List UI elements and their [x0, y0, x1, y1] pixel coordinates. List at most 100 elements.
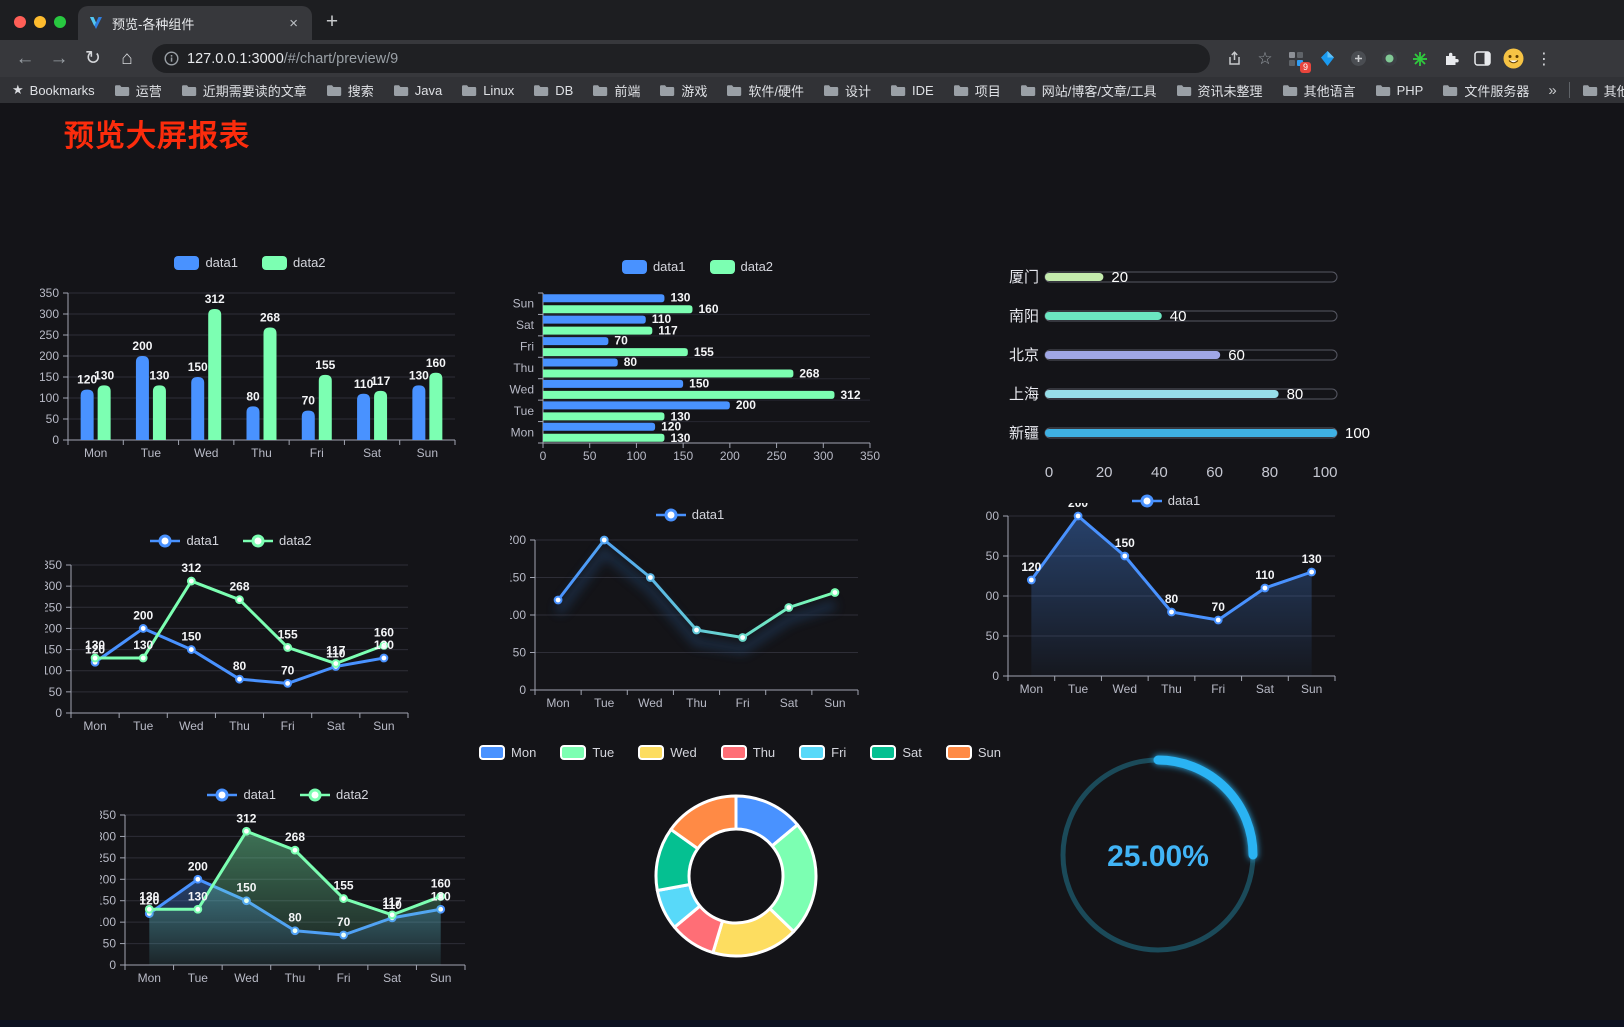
back-icon[interactable]: ←	[15, 47, 35, 69]
svg-text:160: 160	[374, 625, 394, 639]
bookmark-folder[interactable]: 前端	[592, 81, 640, 100]
svg-text:130: 130	[188, 889, 208, 903]
bookmark-folder[interactable]: DB	[533, 81, 573, 100]
legend-item[interactable]: Wed	[638, 745, 697, 760]
kebab-menu-icon[interactable]: ⋮	[1536, 50, 1552, 68]
traffic-light-close[interactable]	[14, 16, 26, 28]
legend-item[interactable]: data2	[262, 255, 326, 270]
bookmarks-home[interactable]: ★ Bookmarks	[12, 82, 95, 98]
bookmark-folder[interactable]: 项目	[953, 81, 1001, 100]
bookmark-folder[interactable]: 资讯未整理	[1176, 81, 1263, 100]
gauge-chart[interactable]: 25.00%	[1046, 745, 1270, 969]
extension-grid-icon[interactable]: 9	[1284, 47, 1311, 73]
svg-text:200: 200	[40, 349, 59, 363]
progress-bar-chart[interactable]: 厦门 20 南阳 40 北京 60 上海 80 新疆 100 0 20 40 60 80 100	[995, 263, 1375, 483]
legend-item[interactable]: data1	[174, 255, 238, 270]
svg-text:50: 50	[986, 629, 1000, 643]
svg-text:150: 150	[673, 449, 693, 463]
legend-item[interactable]: data1	[1131, 493, 1200, 508]
legend-item[interactable]: data1	[621, 259, 686, 274]
folder-icon	[593, 84, 608, 96]
svg-text:50: 50	[103, 937, 117, 951]
home-icon[interactable]: ⌂	[121, 47, 133, 69]
green-dot-extension-icon[interactable]	[1377, 47, 1401, 71]
legend-item[interactable]: Tue	[560, 745, 614, 760]
bookmark-folder[interactable]: 搜索	[326, 81, 374, 100]
green-star-extension-icon[interactable]	[1408, 47, 1432, 71]
tab-strip: 预览-各种组件 × +	[0, 0, 1624, 40]
two-series-area-chart[interactable]: data1 data2 0 50 100 150 200 250 300 350 Mon Tue Wed…	[100, 779, 476, 993]
bookmark-folder[interactable]: Linux	[461, 81, 514, 100]
bookmark-folder[interactable]: 网站/博客/文章/工具	[1020, 81, 1157, 100]
folder-icon	[534, 84, 549, 96]
legend-item[interactable]: data1	[150, 533, 219, 548]
area-line-chart[interactable]: data1 0 50 100 150 200 Mon Tue Wed Thu Fri Sat Sun 12…	[985, 489, 1347, 699]
bookmark-folder[interactable]: 游戏	[659, 81, 707, 100]
kite-extension-icon[interactable]	[1315, 47, 1339, 71]
svg-text:300: 300	[45, 579, 62, 593]
svg-text:80: 80	[233, 659, 247, 673]
bookmark-folder[interactable]: 文件服务器	[1442, 81, 1529, 100]
browser-toolbar: ← → ↻ ⌂ 127.0.0.1:3000/#/chart/preview/9…	[0, 40, 1624, 77]
other-bookmarks[interactable]: 其他书签	[1582, 81, 1624, 100]
svg-text:Fri: Fri	[736, 696, 750, 710]
reload-icon[interactable]: ↻	[85, 48, 101, 69]
bookmark-folder[interactable]: PHP	[1375, 81, 1423, 100]
bookmark-folder[interactable]: 运营	[114, 81, 162, 100]
gradient-line-chart[interactable]: data1 0 50 100 150 200 Mon Tue Wed Thu Fri Sat Sun	[510, 499, 870, 713]
legend-item[interactable]: Thu	[720, 745, 775, 760]
tab-close-icon[interactable]: ×	[289, 14, 298, 32]
folder-icon	[1443, 84, 1458, 96]
legend-swatch	[870, 745, 897, 760]
bookmark-folder[interactable]: 近期需要读的文章	[181, 81, 307, 100]
legend-item[interactable]: Fri	[799, 745, 846, 760]
bookmarks-bar: ★ Bookmarks 运营 近期需要读的文章 搜索 Java Linux DB 前端 游戏 软…	[0, 77, 1624, 103]
legend-item[interactable]: data2	[243, 533, 312, 548]
legend-item[interactable]: data1	[207, 787, 276, 802]
horizontal-bar-chart[interactable]: data1 data2 0 50 100 150 200 250 300 350 Sun 130 160…	[505, 253, 890, 465]
bookmark-folder[interactable]: 软件/硬件	[726, 81, 804, 100]
svg-text:350: 350	[860, 449, 880, 463]
legend-marker-icon	[207, 788, 238, 801]
browser-tab[interactable]: 预览-各种组件 ×	[78, 6, 312, 40]
traffic-light-zoom[interactable]	[54, 16, 66, 28]
bookmark-folder-label: 项目	[974, 83, 1001, 99]
legend-item[interactable]: data2	[709, 259, 773, 274]
bookmarks-overflow-icon[interactable]: »	[1548, 81, 1557, 99]
forward-icon[interactable]: →	[49, 47, 69, 69]
legend-item[interactable]: Mon	[479, 745, 536, 760]
sidebar-toggle-icon[interactable]	[1470, 47, 1494, 71]
donut-chart[interactable]: Mon Tue Wed Thu Fri Sat Sun	[479, 739, 1001, 1011]
svg-text:100: 100	[100, 915, 116, 929]
share-icon[interactable]	[1222, 47, 1246, 71]
svg-text:Thu: Thu	[686, 696, 707, 710]
multi-line-chart[interactable]: data1 data2 0 50 100 150 200 250 300 350 Mon Tue Wed…	[45, 527, 417, 741]
bookmark-star-icon[interactable]: ☆	[1257, 48, 1273, 68]
extensions-puzzle-icon[interactable]	[1439, 47, 1463, 71]
legend-item[interactable]: Sat	[870, 745, 922, 760]
svg-text:50: 50	[46, 412, 60, 426]
svg-text:200: 200	[736, 398, 756, 412]
legend-item[interactable]: data1	[655, 507, 724, 522]
bookmarks-divider	[1568, 82, 1570, 98]
round-extension-icon[interactable]	[1346, 47, 1370, 71]
bookmark-folder[interactable]: Java	[393, 81, 442, 100]
folder-icon	[727, 84, 742, 96]
folder-icon	[953, 84, 968, 96]
legend-item[interactable]: data2	[300, 787, 369, 802]
grouped-bar-chart[interactable]: data1 data2 0 50 100 150 200 250 300 350 Mon Tue Wed…	[40, 251, 460, 465]
site-info-icon[interactable]	[164, 51, 179, 66]
svg-text:350: 350	[40, 286, 59, 300]
bookmark-folder[interactable]: IDE	[890, 81, 934, 100]
url-bar[interactable]: 127.0.0.1:3000/#/chart/preview/9	[152, 44, 1210, 73]
svg-text:80: 80	[1261, 464, 1278, 481]
svg-text:150: 150	[689, 376, 709, 390]
legend-item[interactable]: Sun	[945, 745, 1001, 760]
bookmark-folder[interactable]: 其他语言	[1282, 81, 1356, 100]
profile-avatar[interactable]	[1501, 47, 1525, 71]
new-tab-button[interactable]: +	[325, 10, 339, 33]
svg-text:200: 200	[132, 339, 152, 353]
traffic-light-minimize[interactable]	[34, 16, 46, 28]
bookmark-folder[interactable]: 设计	[823, 81, 871, 100]
folder-icon	[393, 84, 408, 96]
